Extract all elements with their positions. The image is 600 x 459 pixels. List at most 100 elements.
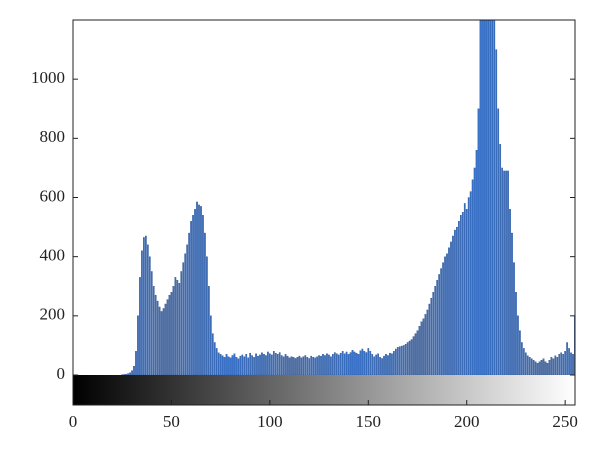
- bar: [125, 374, 126, 375]
- bar: [399, 347, 400, 375]
- y-tick-label: 800: [40, 127, 66, 146]
- bar: [145, 236, 146, 375]
- bar: [320, 356, 321, 375]
- bar: [344, 354, 345, 375]
- bar: [482, 5, 483, 375]
- bar: [498, 109, 499, 375]
- bar: [129, 373, 130, 375]
- bar: [435, 286, 436, 375]
- bar: [568, 348, 569, 375]
- bar: [255, 354, 256, 375]
- bar: [346, 352, 347, 375]
- bar: [375, 355, 376, 375]
- bar: [411, 340, 412, 376]
- bar: [230, 358, 231, 375]
- bar: [562, 354, 563, 375]
- bar: [332, 354, 333, 375]
- bar: [212, 334, 213, 375]
- bar: [401, 346, 402, 375]
- bar: [519, 331, 520, 375]
- bar: [561, 353, 562, 375]
- bar: [127, 374, 128, 375]
- bar: [330, 357, 331, 375]
- bar: [214, 342, 215, 375]
- y-tick-label: 400: [40, 246, 66, 265]
- bar: [570, 353, 571, 375]
- bar: [368, 348, 369, 375]
- bar: [183, 263, 184, 375]
- bar: [555, 356, 556, 375]
- bar: [281, 355, 282, 375]
- bar: [133, 366, 134, 375]
- bar: [311, 356, 312, 375]
- bar: [566, 342, 567, 375]
- bar: [360, 351, 361, 375]
- bar: [297, 357, 298, 375]
- bar: [450, 242, 451, 375]
- bar: [385, 354, 386, 375]
- x-tick-label: 200: [454, 412, 480, 431]
- bar: [354, 352, 355, 375]
- bar: [370, 351, 371, 375]
- bar: [549, 360, 550, 375]
- bar: [362, 349, 363, 375]
- bar: [429, 304, 430, 375]
- bar: [265, 355, 266, 375]
- bar: [413, 337, 414, 375]
- bar: [551, 357, 552, 375]
- bar: [478, 109, 479, 375]
- bar: [468, 198, 469, 376]
- bar: [564, 351, 565, 375]
- bar: [423, 319, 424, 375]
- bar: [417, 331, 418, 375]
- bar: [248, 358, 249, 375]
- bar: [572, 354, 573, 375]
- bar: [285, 354, 286, 375]
- bar: [466, 209, 467, 375]
- bar: [232, 355, 233, 375]
- bar: [234, 354, 235, 375]
- bar: [208, 286, 209, 375]
- bar: [409, 341, 410, 375]
- bar: [194, 209, 195, 375]
- bar: [238, 359, 239, 375]
- bar: [244, 357, 245, 375]
- bar: [275, 353, 276, 375]
- bar: [501, 168, 502, 375]
- x-tick-label: 250: [552, 412, 578, 431]
- bar: [293, 357, 294, 375]
- bar: [287, 356, 288, 375]
- y-tick-label: 200: [40, 305, 66, 324]
- bar: [515, 292, 516, 375]
- bar: [486, 5, 487, 375]
- bar: [403, 345, 404, 375]
- bar: [500, 144, 501, 375]
- bar: [395, 349, 396, 375]
- bar: [159, 307, 160, 375]
- bar: [372, 354, 373, 375]
- bar: [192, 215, 193, 375]
- bar: [179, 283, 180, 375]
- bar: [155, 295, 156, 375]
- bar: [257, 356, 258, 375]
- bar: [161, 311, 162, 375]
- bar: [419, 326, 420, 375]
- bar: [322, 354, 323, 375]
- bar: [352, 350, 353, 375]
- bar: [200, 206, 201, 375]
- bar: [405, 344, 406, 375]
- bar: [509, 209, 510, 375]
- bar: [334, 353, 335, 375]
- bar: [374, 357, 375, 375]
- bar: [167, 300, 168, 375]
- bar: [295, 358, 296, 375]
- bar: [263, 354, 264, 375]
- bar: [279, 353, 280, 375]
- bar: [228, 357, 229, 375]
- bar: [488, 5, 489, 375]
- x-tick-label: 150: [356, 412, 382, 431]
- bar: [535, 362, 536, 375]
- bar: [438, 274, 439, 375]
- bar: [448, 248, 449, 375]
- x-tick-label: 50: [163, 412, 180, 431]
